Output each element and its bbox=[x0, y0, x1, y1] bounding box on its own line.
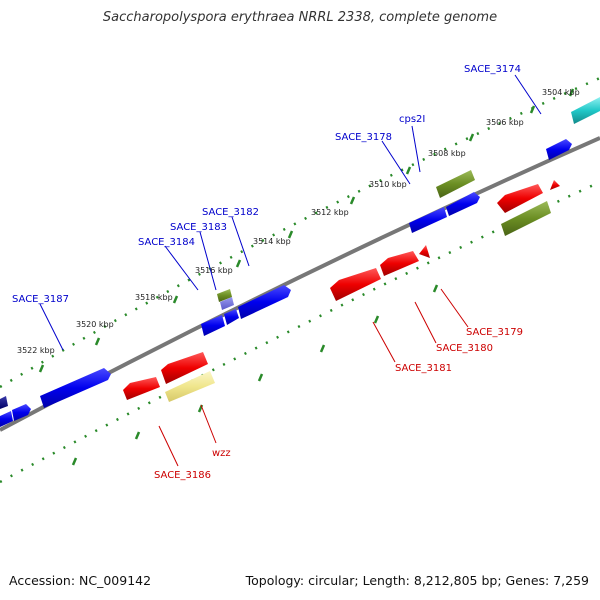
gene-label-sace-3178[interactable]: SACE_3178 bbox=[335, 132, 392, 143]
tick-label: 3512 kbp bbox=[311, 208, 349, 217]
genome-stats-text: Topology: circular; Length: 8,212,805 bp… bbox=[245, 573, 589, 588]
gene-arrow[interactable] bbox=[571, 97, 600, 124]
gene-arrow[interactable] bbox=[501, 201, 551, 236]
gene-label-sace-3182[interactable]: SACE_3182 bbox=[202, 207, 259, 218]
gene-label-sace-3187[interactable]: SACE_3187 bbox=[12, 294, 69, 305]
tick-label: 3518 kbp bbox=[135, 293, 173, 302]
forward-genes bbox=[0, 97, 600, 427]
gene-label-sace-3183[interactable]: SACE_3183 bbox=[170, 222, 227, 233]
gene-arrow[interactable] bbox=[12, 404, 31, 421]
gene-arrow[interactable] bbox=[546, 139, 572, 160]
tick-label: 3506 kbp bbox=[486, 118, 524, 127]
page-title: Saccharopolyspora erythraea NRRL 2338, c… bbox=[102, 10, 498, 25]
gene-arrow[interactable] bbox=[0, 411, 13, 427]
gene-arrow[interactable] bbox=[224, 309, 239, 325]
major-ticks bbox=[38, 88, 575, 466]
gene-label-sace-3184[interactable]: SACE_3184 bbox=[138, 237, 195, 248]
gene-arrow[interactable] bbox=[238, 285, 291, 319]
gene-arrow[interactable] bbox=[217, 289, 232, 302]
tick-label: 3508 kbp bbox=[428, 149, 466, 158]
gene-arrow[interactable] bbox=[380, 251, 419, 276]
gene-label-wzz[interactable]: wzz bbox=[212, 448, 231, 459]
accession-text: Accession: NC_009142 bbox=[9, 573, 152, 588]
gene-arrow[interactable] bbox=[220, 297, 234, 310]
tick-label: 3514 kbp bbox=[253, 237, 291, 246]
reverse-genes bbox=[123, 180, 560, 402]
gene-arrow[interactable] bbox=[0, 396, 8, 409]
gene-label-sace-3181[interactable]: SACE_3181 bbox=[395, 363, 452, 374]
gene-arrow[interactable] bbox=[419, 245, 430, 258]
gene-arrow[interactable] bbox=[165, 371, 215, 402]
gene-label-cps2i[interactable]: cps2I bbox=[399, 114, 425, 125]
gene-arrow[interactable] bbox=[161, 352, 208, 384]
tick-label: 3504 kbp bbox=[542, 88, 580, 97]
gene-arrow[interactable] bbox=[446, 192, 480, 216]
tick-label: 3522 kbp bbox=[17, 346, 55, 355]
leader-lines bbox=[39, 74, 542, 467]
gene-arrow[interactable] bbox=[409, 207, 447, 233]
gene-arrow[interactable] bbox=[201, 315, 225, 336]
gene-arrow[interactable] bbox=[330, 268, 381, 301]
gene-label-sace-3186[interactable]: SACE_3186 bbox=[154, 470, 211, 481]
gene-label-sace-3180[interactable]: SACE_3180 bbox=[436, 343, 493, 354]
gene-arrow[interactable] bbox=[40, 368, 111, 408]
gene-arrow[interactable] bbox=[550, 180, 560, 190]
gene-arrow[interactable] bbox=[436, 170, 475, 198]
tick-label: 3520 kbp bbox=[76, 320, 114, 329]
outer-tick-track bbox=[0, 76, 600, 389]
gene-label-sace-3179[interactable]: SACE_3179 bbox=[466, 327, 523, 338]
gene-label-sace-3174[interactable]: SACE_3174 bbox=[464, 64, 521, 75]
gene-arrow[interactable] bbox=[123, 377, 160, 400]
tick-label: 3516 kbp bbox=[195, 266, 233, 275]
tick-label: 3510 kbp bbox=[369, 180, 407, 189]
gene-arrow[interactable] bbox=[497, 184, 543, 213]
